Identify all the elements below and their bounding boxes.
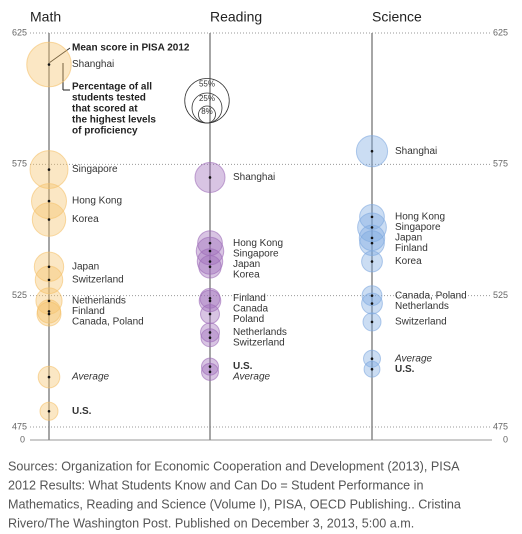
- point-label: Korea: [233, 269, 260, 280]
- point-label: Netherlands: [72, 296, 126, 307]
- dot: [208, 241, 212, 245]
- dot: [370, 215, 374, 219]
- dot: [47, 278, 51, 282]
- point-label: Japan: [395, 233, 422, 244]
- source-text: 2012 Results: What Students Know and Can…: [8, 478, 423, 492]
- point-label: Average: [71, 372, 110, 383]
- point-label: Korea: [395, 256, 422, 267]
- point-label: Netherlands: [395, 301, 449, 312]
- legend-circle: [198, 105, 216, 124]
- point-label: Shanghai: [72, 59, 114, 70]
- point-label: Average: [232, 372, 271, 383]
- point-label: Japan: [72, 261, 99, 272]
- dot: [208, 336, 212, 339]
- point-label: Netherlands: [233, 327, 287, 338]
- point-label: Canada: [233, 303, 268, 314]
- panel-title: Science: [372, 9, 422, 25]
- legend-size-label: 25%: [199, 94, 215, 103]
- y-tick-label: 475: [12, 421, 27, 431]
- y-tick-label: 525: [493, 290, 508, 300]
- y-tick-label: 0: [20, 434, 25, 444]
- point-label: U.S.: [72, 406, 92, 417]
- point-label: Singapore: [233, 248, 279, 259]
- point-label: Singapore: [395, 222, 441, 233]
- point-label: U.S.: [233, 361, 253, 372]
- y-tick-label: 625: [493, 27, 508, 37]
- y-tick-label: 0: [503, 434, 508, 444]
- panel-title: Reading: [210, 9, 262, 25]
- legend-text: of proficiency: [72, 126, 138, 137]
- legend-size-label: 55%: [199, 80, 215, 89]
- point-label: U.S.: [395, 364, 415, 375]
- y-tick-label: 575: [12, 159, 27, 169]
- point-label: Finland: [395, 243, 428, 254]
- point-label: Hong Kong: [395, 212, 445, 223]
- legend-text: students tested: [72, 93, 146, 104]
- point-label: Japan: [233, 259, 260, 270]
- dot: [370, 241, 374, 245]
- dot: [208, 265, 212, 269]
- legend-text: that scored at: [72, 104, 138, 115]
- point-label: Average: [394, 353, 433, 364]
- point-label: Hong Kong: [233, 238, 283, 249]
- dot: [208, 299, 212, 303]
- point-label: Hong Kong: [72, 196, 122, 207]
- dot: [370, 357, 374, 361]
- dot: [47, 199, 51, 203]
- dot: [47, 168, 51, 171]
- dot: [208, 370, 212, 374]
- point-label: Poland: [233, 314, 264, 325]
- legend-title: Mean score in PISA 2012: [72, 43, 190, 54]
- y-tick-label: 625: [12, 27, 27, 37]
- dot: [47, 409, 51, 413]
- point-label: Switzerland: [72, 275, 124, 286]
- dot: [47, 310, 51, 313]
- dot: [208, 249, 212, 253]
- dot: [370, 320, 374, 324]
- dot: [208, 176, 212, 179]
- dot: [208, 296, 212, 300]
- dot: [370, 149, 374, 153]
- dot: [370, 236, 374, 240]
- point-label: Switzerland: [395, 317, 447, 328]
- dot: [47, 312, 51, 316]
- legend-text: the highest levels: [72, 115, 156, 126]
- y-tick-label: 525: [12, 290, 27, 300]
- point-label: Finland: [72, 306, 105, 317]
- dot: [47, 375, 51, 379]
- dot: [208, 260, 212, 263]
- dot: [370, 294, 374, 297]
- dot: [370, 367, 374, 371]
- source-text: Mathematics, Reading and Science (Volume…: [8, 497, 461, 511]
- dot: [208, 331, 212, 334]
- dot: [370, 302, 374, 305]
- point-label: Canada, Poland: [72, 317, 144, 328]
- dot: [47, 218, 51, 221]
- dot: [208, 365, 212, 368]
- dot: [370, 260, 374, 263]
- y-tick-label: 475: [493, 421, 508, 431]
- dot: [370, 226, 374, 229]
- point-label: Finland: [233, 293, 266, 304]
- point-label: Singapore: [72, 164, 118, 175]
- dot: [47, 63, 51, 66]
- point-label: Korea: [72, 214, 99, 225]
- point-label: Switzerland: [233, 338, 285, 349]
- dot: [208, 312, 212, 316]
- y-tick-label: 575: [493, 159, 508, 169]
- source-text: Sources: Organization for Economic Coope…: [8, 459, 460, 473]
- dot: [47, 265, 51, 269]
- legend-text: Percentage of all: [72, 82, 152, 93]
- point-label: Shanghai: [233, 172, 275, 183]
- dot: [47, 299, 51, 303]
- point-label: Shanghai: [395, 146, 437, 157]
- source-text: Rivero/The Washington Post. Published on…: [8, 516, 414, 530]
- point-label: Canada, Poland: [395, 290, 467, 301]
- panel-title: Math: [30, 9, 61, 25]
- legend-size-label: 8%: [201, 107, 213, 116]
